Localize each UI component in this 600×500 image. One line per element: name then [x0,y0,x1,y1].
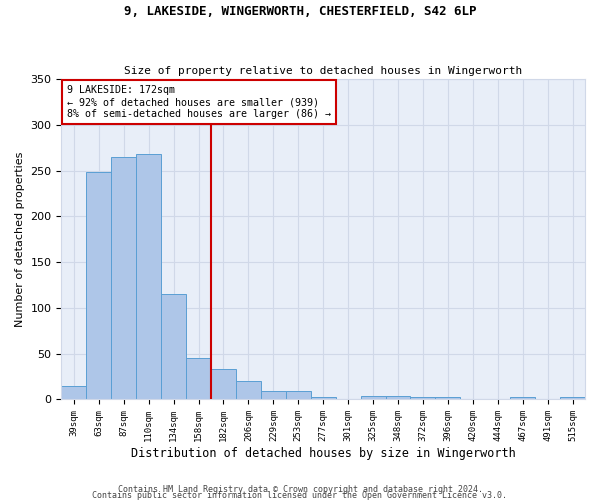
Title: Size of property relative to detached houses in Wingerworth: Size of property relative to detached ho… [124,66,523,76]
Y-axis label: Number of detached properties: Number of detached properties [15,152,25,327]
Bar [261,391,286,400]
Bar [386,396,410,400]
Bar [111,157,136,400]
Bar [136,154,161,400]
Text: Contains HM Land Registry data © Crown copyright and database right 2024.: Contains HM Land Registry data © Crown c… [118,485,482,494]
Bar [560,396,585,400]
Bar [286,391,311,400]
Bar [436,396,460,400]
Bar [361,396,386,400]
Bar [311,396,335,400]
Bar [86,172,111,400]
Bar [61,386,86,400]
Text: Contains public sector information licensed under the Open Government Licence v3: Contains public sector information licen… [92,490,508,500]
Text: 9 LAKESIDE: 172sqm
← 92% of detached houses are smaller (939)
8% of semi-detache: 9 LAKESIDE: 172sqm ← 92% of detached hou… [67,86,331,118]
Bar [410,396,436,400]
Bar [211,370,236,400]
Bar [186,358,211,400]
X-axis label: Distribution of detached houses by size in Wingerworth: Distribution of detached houses by size … [131,447,515,460]
Bar [510,396,535,400]
Text: 9, LAKESIDE, WINGERWORTH, CHESTERFIELD, S42 6LP: 9, LAKESIDE, WINGERWORTH, CHESTERFIELD, … [124,5,476,18]
Bar [161,294,186,400]
Bar [236,381,261,400]
